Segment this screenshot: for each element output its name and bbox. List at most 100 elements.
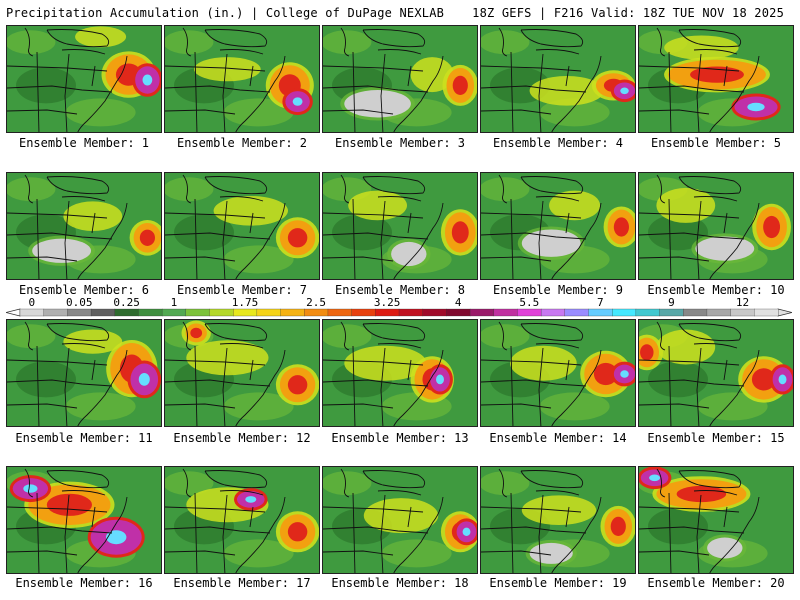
- state-borders: [639, 468, 760, 573]
- state-borders: [7, 321, 128, 426]
- colorbar-swatch: [375, 308, 400, 317]
- precip-colorbar: 0 0.05 0.25 1 1.75 2.5 3.25 4 5.5 7 9 12: [6, 297, 792, 317]
- colorbar-tick-label: 0.25: [113, 297, 140, 309]
- state-borders: [481, 468, 602, 573]
- member-map-20: [638, 466, 794, 574]
- member-map-6: [6, 172, 162, 280]
- colorbar-swatch: [233, 308, 258, 317]
- colorbar-swatch: [67, 308, 92, 317]
- member-label-10: Ensemble Member: 10: [647, 283, 785, 297]
- state-borders: [7, 27, 128, 132]
- member-label-14: Ensemble Member: 14: [489, 431, 627, 445]
- colorbar-swatch: [304, 308, 329, 317]
- member-label-16: Ensemble Member: 16: [15, 576, 153, 590]
- member-map-3: [322, 25, 478, 133]
- colorbar-swatch: [327, 308, 353, 317]
- member-label-8: Ensemble Member: 8: [334, 283, 466, 297]
- member-label-4: Ensemble Member: 4: [492, 136, 624, 150]
- precip-field-17: [165, 467, 319, 573]
- member-label-12: Ensemble Member: 12: [173, 431, 311, 445]
- member-map-10: [638, 172, 794, 280]
- precip-field-13: [323, 320, 477, 426]
- member-label-9: Ensemble Member: 9: [492, 283, 624, 297]
- state-borders: [7, 468, 128, 573]
- member-map-8: [322, 172, 478, 280]
- member-label-19: Ensemble Member: 19: [489, 576, 627, 590]
- state-borders: [639, 174, 760, 279]
- colorbar-tick-label: 3.25: [374, 297, 401, 309]
- member-map-12: [164, 319, 320, 427]
- colorbar-min-arrow: [6, 308, 21, 317]
- member-map-14: [480, 319, 636, 427]
- member-map-11: [6, 319, 162, 427]
- colorbar-swatch: [114, 308, 139, 317]
- colorbar-tick-label: 12: [736, 297, 749, 309]
- precip-field-16: [7, 467, 161, 573]
- precip-field-19: [481, 467, 635, 573]
- precip-field-6: [7, 173, 161, 279]
- colorbar-swatch: [185, 308, 210, 317]
- colorbar-swatch: [493, 308, 518, 317]
- member-label-11: Ensemble Member: 11: [15, 431, 153, 445]
- colorbar-swatch: [730, 308, 755, 317]
- precip-field-5: [639, 26, 793, 132]
- state-borders: [323, 174, 444, 279]
- map-title: Precipitation Accumulation (in.) | Colle…: [6, 6, 445, 20]
- member-map-9: [480, 172, 636, 280]
- precip-field-1: [7, 26, 161, 132]
- state-borders: [165, 27, 286, 132]
- precip-field-2: [165, 26, 319, 132]
- colorbar-swatch: [540, 308, 566, 317]
- colorbar-tick-label: 9: [668, 297, 675, 309]
- precip-field-14: [481, 320, 635, 426]
- member-label-13: Ensemble Member: 13: [331, 431, 469, 445]
- member-map-19: [480, 466, 636, 574]
- colorbar-swatch: [256, 308, 282, 317]
- member-map-1: [6, 25, 162, 133]
- state-borders: [323, 468, 444, 573]
- precip-field-9: [481, 173, 635, 279]
- precip-field-18: [323, 467, 477, 573]
- model-valid-time: 18Z GEFS | F216 Valid: 18Z TUE NOV 18 20…: [472, 6, 784, 20]
- precip-field-3: [323, 26, 477, 132]
- colorbar-swatch: [138, 308, 163, 317]
- colorbar-swatch: [612, 308, 637, 317]
- colorbar-tick-label: 1.75: [232, 297, 259, 309]
- state-borders: [323, 321, 444, 426]
- colorbar-swatch: [635, 308, 661, 317]
- colorbar-tick-label: 2.5: [306, 297, 326, 309]
- precip-field-12: [165, 320, 319, 426]
- precip-field-15: [639, 320, 793, 426]
- colorbar-swatch: [19, 308, 45, 317]
- precip-field-20: [639, 467, 793, 573]
- colorbar-swatch: [43, 308, 68, 317]
- member-map-7: [164, 172, 320, 280]
- member-label-3: Ensemble Member: 3: [334, 136, 466, 150]
- colorbar-swatch: [659, 308, 684, 317]
- colorbar-tick-label: 4: [455, 297, 462, 309]
- member-label-18: Ensemble Member: 18: [331, 576, 469, 590]
- colorbar-swatch: [280, 308, 305, 317]
- state-borders: [165, 321, 286, 426]
- state-borders: [481, 174, 602, 279]
- state-borders: [165, 468, 286, 573]
- colorbar-swatch: [706, 308, 732, 317]
- colorbar-swatch: [209, 308, 234, 317]
- member-map-17: [164, 466, 320, 574]
- state-borders: [481, 321, 602, 426]
- member-map-13: [322, 319, 478, 427]
- member-map-2: [164, 25, 320, 133]
- state-borders: [639, 27, 760, 132]
- colorbar-swatch: [517, 308, 542, 317]
- colorbar-tick-label: 1: [171, 297, 178, 309]
- member-label-17: Ensemble Member: 17: [173, 576, 311, 590]
- member-label-6: Ensemble Member: 6: [18, 283, 150, 297]
- member-label-1: Ensemble Member: 1: [18, 136, 150, 150]
- state-borders: [481, 27, 602, 132]
- state-borders: [165, 174, 286, 279]
- colorbar-swatch: [564, 308, 589, 317]
- colorbar-max-arrow: [777, 308, 792, 317]
- member-map-18: [322, 466, 478, 574]
- state-borders: [7, 174, 128, 279]
- member-label-2: Ensemble Member: 2: [176, 136, 308, 150]
